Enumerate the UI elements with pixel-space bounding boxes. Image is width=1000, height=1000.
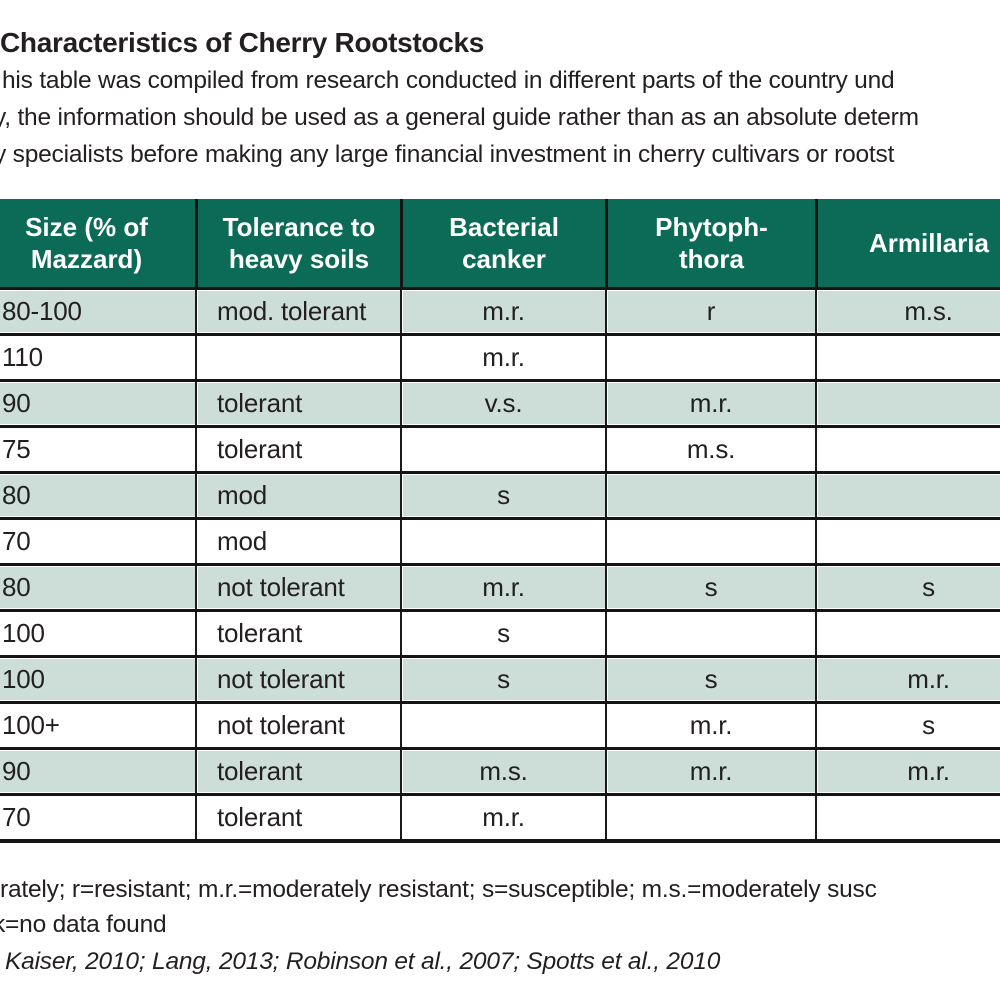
- cell-tolerance: mod: [195, 520, 400, 563]
- cell-phytophthora: m.r.: [605, 704, 815, 747]
- cell-phytophthora: m.s.: [605, 428, 815, 471]
- table-row: 70 tolerant m.r.: [0, 796, 1000, 839]
- cell-phytophthora: [605, 796, 815, 839]
- table-row: 100 tolerant s: [0, 612, 1000, 658]
- cell-bacterial-canker: s: [400, 658, 605, 701]
- cell-bacterial-canker: [400, 428, 605, 471]
- cell-phytophthora: s: [605, 658, 815, 701]
- cell-bacterial-canker: m.r.: [400, 796, 605, 839]
- table-row: 100 not tolerant s s m.r.: [0, 658, 1000, 704]
- table-row: 110 m.r.: [0, 336, 1000, 382]
- cell-phytophthora: [605, 612, 815, 655]
- cell-bacterial-canker: m.r.: [400, 290, 605, 333]
- cell-size: 80: [2, 572, 31, 602]
- cell-tolerance: tolerant: [195, 382, 400, 425]
- cell-bacterial-canker: m.s.: [400, 750, 605, 793]
- footnote-no-data: k=no data found: [0, 911, 167, 938]
- cell-bacterial-canker: s: [400, 474, 605, 517]
- page-title: Characteristics of Cherry Rootstocks: [0, 27, 485, 58]
- column-header-bacterial-canker: Bacterial canker: [400, 199, 605, 287]
- cell-bacterial-canker: v.s.: [400, 382, 605, 425]
- column-header-size: Size (% of Mazzard): [25, 212, 148, 274]
- footnote-rating-key: rately; r=resistant; m.r.=moderately res…: [0, 876, 877, 903]
- cell-size: 80: [2, 480, 31, 510]
- rootstock-characteristics-table: Size (% of Mazzard) Tolerance to heavy s…: [0, 199, 1000, 843]
- cell-phytophthora: [605, 474, 815, 517]
- cell-tolerance: mod. tolerant: [195, 290, 400, 333]
- cell-size: 100: [2, 664, 45, 694]
- cell-armillaria: [815, 520, 1000, 563]
- cell-tolerance: not tolerant: [195, 704, 400, 747]
- cell-phytophthora: s: [605, 566, 815, 609]
- cell-armillaria: [815, 796, 1000, 839]
- cell-phytophthora: [605, 336, 815, 379]
- cell-phytophthora: [605, 520, 815, 563]
- table-row: 90 tolerant v.s. m.r.: [0, 382, 1000, 428]
- cell-size: 70: [2, 526, 31, 556]
- cell-size: 80-100: [2, 296, 82, 326]
- cell-armillaria: [815, 382, 1000, 425]
- cell-tolerance: tolerant: [195, 750, 400, 793]
- table-row: 80-100 mod. tolerant m.r. r m.s.: [0, 290, 1000, 336]
- intro-line-2: y, the information should be used as a g…: [0, 104, 919, 131]
- intro-line-3: y specialists before making any large fi…: [0, 141, 895, 168]
- cell-size: 90: [2, 388, 31, 418]
- cell-tolerance: not tolerant: [195, 566, 400, 609]
- table-row: 90 tolerant m.s. m.r. m.r.: [0, 750, 1000, 796]
- table-header-row: Size (% of Mazzard) Tolerance to heavy s…: [0, 199, 1000, 290]
- cell-phytophthora: m.r.: [605, 382, 815, 425]
- cell-armillaria: s: [815, 704, 1000, 747]
- cell-bacterial-canker: m.r.: [400, 566, 605, 609]
- cell-tolerance: tolerant: [195, 796, 400, 839]
- table-row: 100+ not tolerant m.r. s: [0, 704, 1000, 750]
- table-row: 75 tolerant m.s.: [0, 428, 1000, 474]
- intro-line-1: his table was compiled from research con…: [2, 67, 895, 94]
- table-row: 80 not tolerant m.r. s s: [0, 566, 1000, 612]
- column-header-armillaria: Armillaria: [815, 199, 1000, 287]
- cell-bacterial-canker: s: [400, 612, 605, 655]
- cell-size: 70: [2, 802, 31, 832]
- cell-size: 110: [2, 342, 43, 372]
- cell-bacterial-canker: m.r.: [400, 336, 605, 379]
- cell-armillaria: m.r.: [815, 658, 1000, 701]
- cell-phytophthora: r: [605, 290, 815, 333]
- cell-size: 90: [2, 756, 31, 786]
- cell-bacterial-canker: [400, 520, 605, 563]
- cell-tolerance: mod: [195, 474, 400, 517]
- cell-tolerance: tolerant: [195, 428, 400, 471]
- cell-tolerance: tolerant: [195, 612, 400, 655]
- cell-size: 75: [2, 434, 31, 464]
- cell-armillaria: [815, 612, 1000, 655]
- intro-paragraph: his table was compiled from research con…: [0, 62, 1000, 173]
- cell-armillaria: s: [815, 566, 1000, 609]
- cell-armillaria: m.r.: [815, 750, 1000, 793]
- column-header-phytophthora: Phytoph- thora: [605, 199, 815, 287]
- cell-tolerance: [195, 336, 400, 379]
- table-row: 80 mod s: [0, 474, 1000, 520]
- cell-bacterial-canker: [400, 704, 605, 747]
- cell-armillaria: m.s.: [815, 290, 1000, 333]
- table-row: 70 mod: [0, 520, 1000, 566]
- column-header-tolerance: Tolerance to heavy soils: [195, 199, 400, 287]
- source-citation: Kaiser, 2010; Lang, 2013; Robinson et al…: [5, 948, 721, 975]
- cell-tolerance: not tolerant: [195, 658, 400, 701]
- cell-armillaria: [815, 336, 1000, 379]
- cell-size: 100: [2, 618, 45, 648]
- cell-armillaria: [815, 474, 1000, 517]
- cell-armillaria: [815, 428, 1000, 471]
- cell-size: 100+: [2, 710, 60, 740]
- cell-phytophthora: m.r.: [605, 750, 815, 793]
